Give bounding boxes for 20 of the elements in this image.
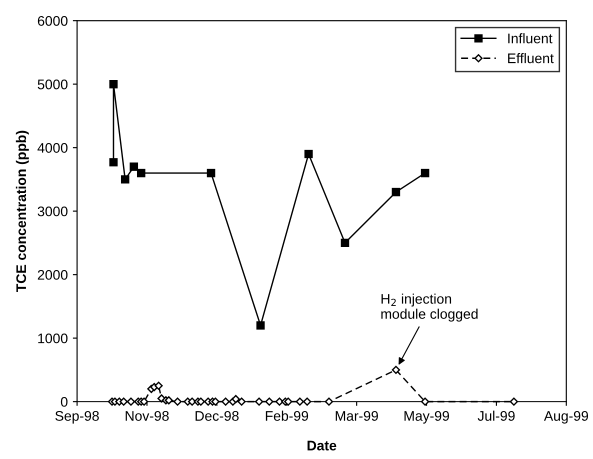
y-tick-label: 6000 — [38, 16, 68, 26]
x-axis-title: Date — [308, 440, 336, 450]
legend-label: Influent — [508, 33, 552, 44]
legend-label: Effluent — [508, 53, 554, 64]
x-tick-label: Mar-99 — [336, 411, 378, 421]
y-tick-label: 4000 — [37, 142, 68, 153]
x-tick-label: Feb-99 — [266, 410, 308, 421]
x-tick-label: Nov-98 — [126, 411, 169, 421]
y-tick-label: 3000 — [38, 206, 68, 216]
y-tick-label: 1000 — [38, 333, 68, 344]
annotation: H$_{2}$ injection module clogged — [381, 294, 478, 322]
x-tick-label: Sep-98 — [55, 411, 99, 424]
y-axis-title: TCE concentration (ppb) — [16, 130, 29, 292]
y-tick-label: 2000 — [38, 270, 68, 280]
x-tick-label: Dec-98 — [196, 411, 239, 421]
y-tick-label: 0 — [60, 396, 68, 407]
y-tick-label: 5000 — [38, 79, 68, 90]
x-tick-label: Jul-99 — [478, 410, 515, 421]
x-tick-label: Aug-99 — [544, 411, 588, 424]
x-tick-label: May-99 — [404, 411, 450, 424]
